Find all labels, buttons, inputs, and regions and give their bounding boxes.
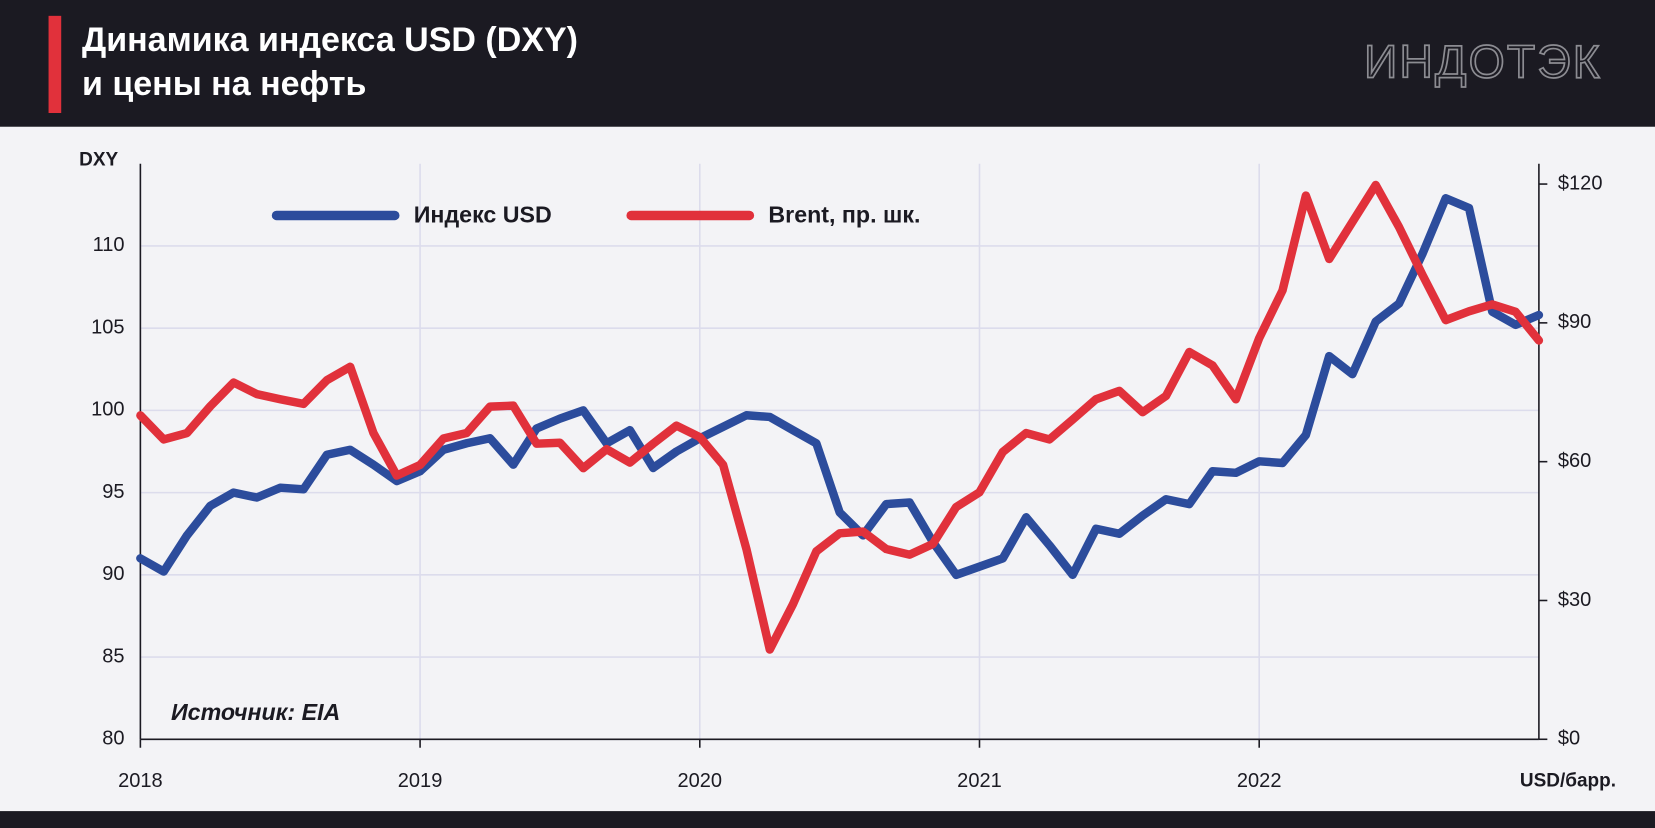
y-tick-label: 105 [91,316,124,338]
y-tick-label: 100 [91,399,124,421]
source-note: Источник: EIA [171,699,340,725]
header-band [0,0,1655,127]
y-tick-label: 80 [102,728,124,750]
y-axis-label: DXY [79,150,118,171]
chart-title: Динамика индекса USD (DXY) и цены на неф… [82,21,578,103]
y-tick-label: 110 [93,234,125,256]
x-tick-label: 2020 [677,770,722,792]
series-line [136,180,1544,654]
y-tick-label: 85 [102,645,124,667]
y2-tick-label: $90 [1558,311,1591,333]
series-line [136,194,1544,580]
footer-band [0,811,1655,828]
y2-axis-label: USD/барр. [1520,771,1616,792]
x-tick-label: 2022 [1237,770,1282,792]
legend-label: Индекс USD [414,202,552,228]
y-tick-label: 95 [102,481,124,503]
x-tick-label: 2021 [957,770,1002,792]
accent-bar [48,15,62,114]
y2-tick-label: $60 [1558,450,1591,472]
logo: ИНДОТЭК [1364,36,1602,88]
y-tick-label: 90 [102,563,124,585]
legend-label: Brent, пр. шк. [768,202,920,228]
x-tick-label: 2018 [118,770,163,792]
y2-tick-label: $30 [1558,589,1591,611]
y2-tick-label: $0 [1558,728,1580,750]
x-tick-label: 2019 [398,770,443,792]
y2-tick-label: $120 [1558,172,1603,194]
